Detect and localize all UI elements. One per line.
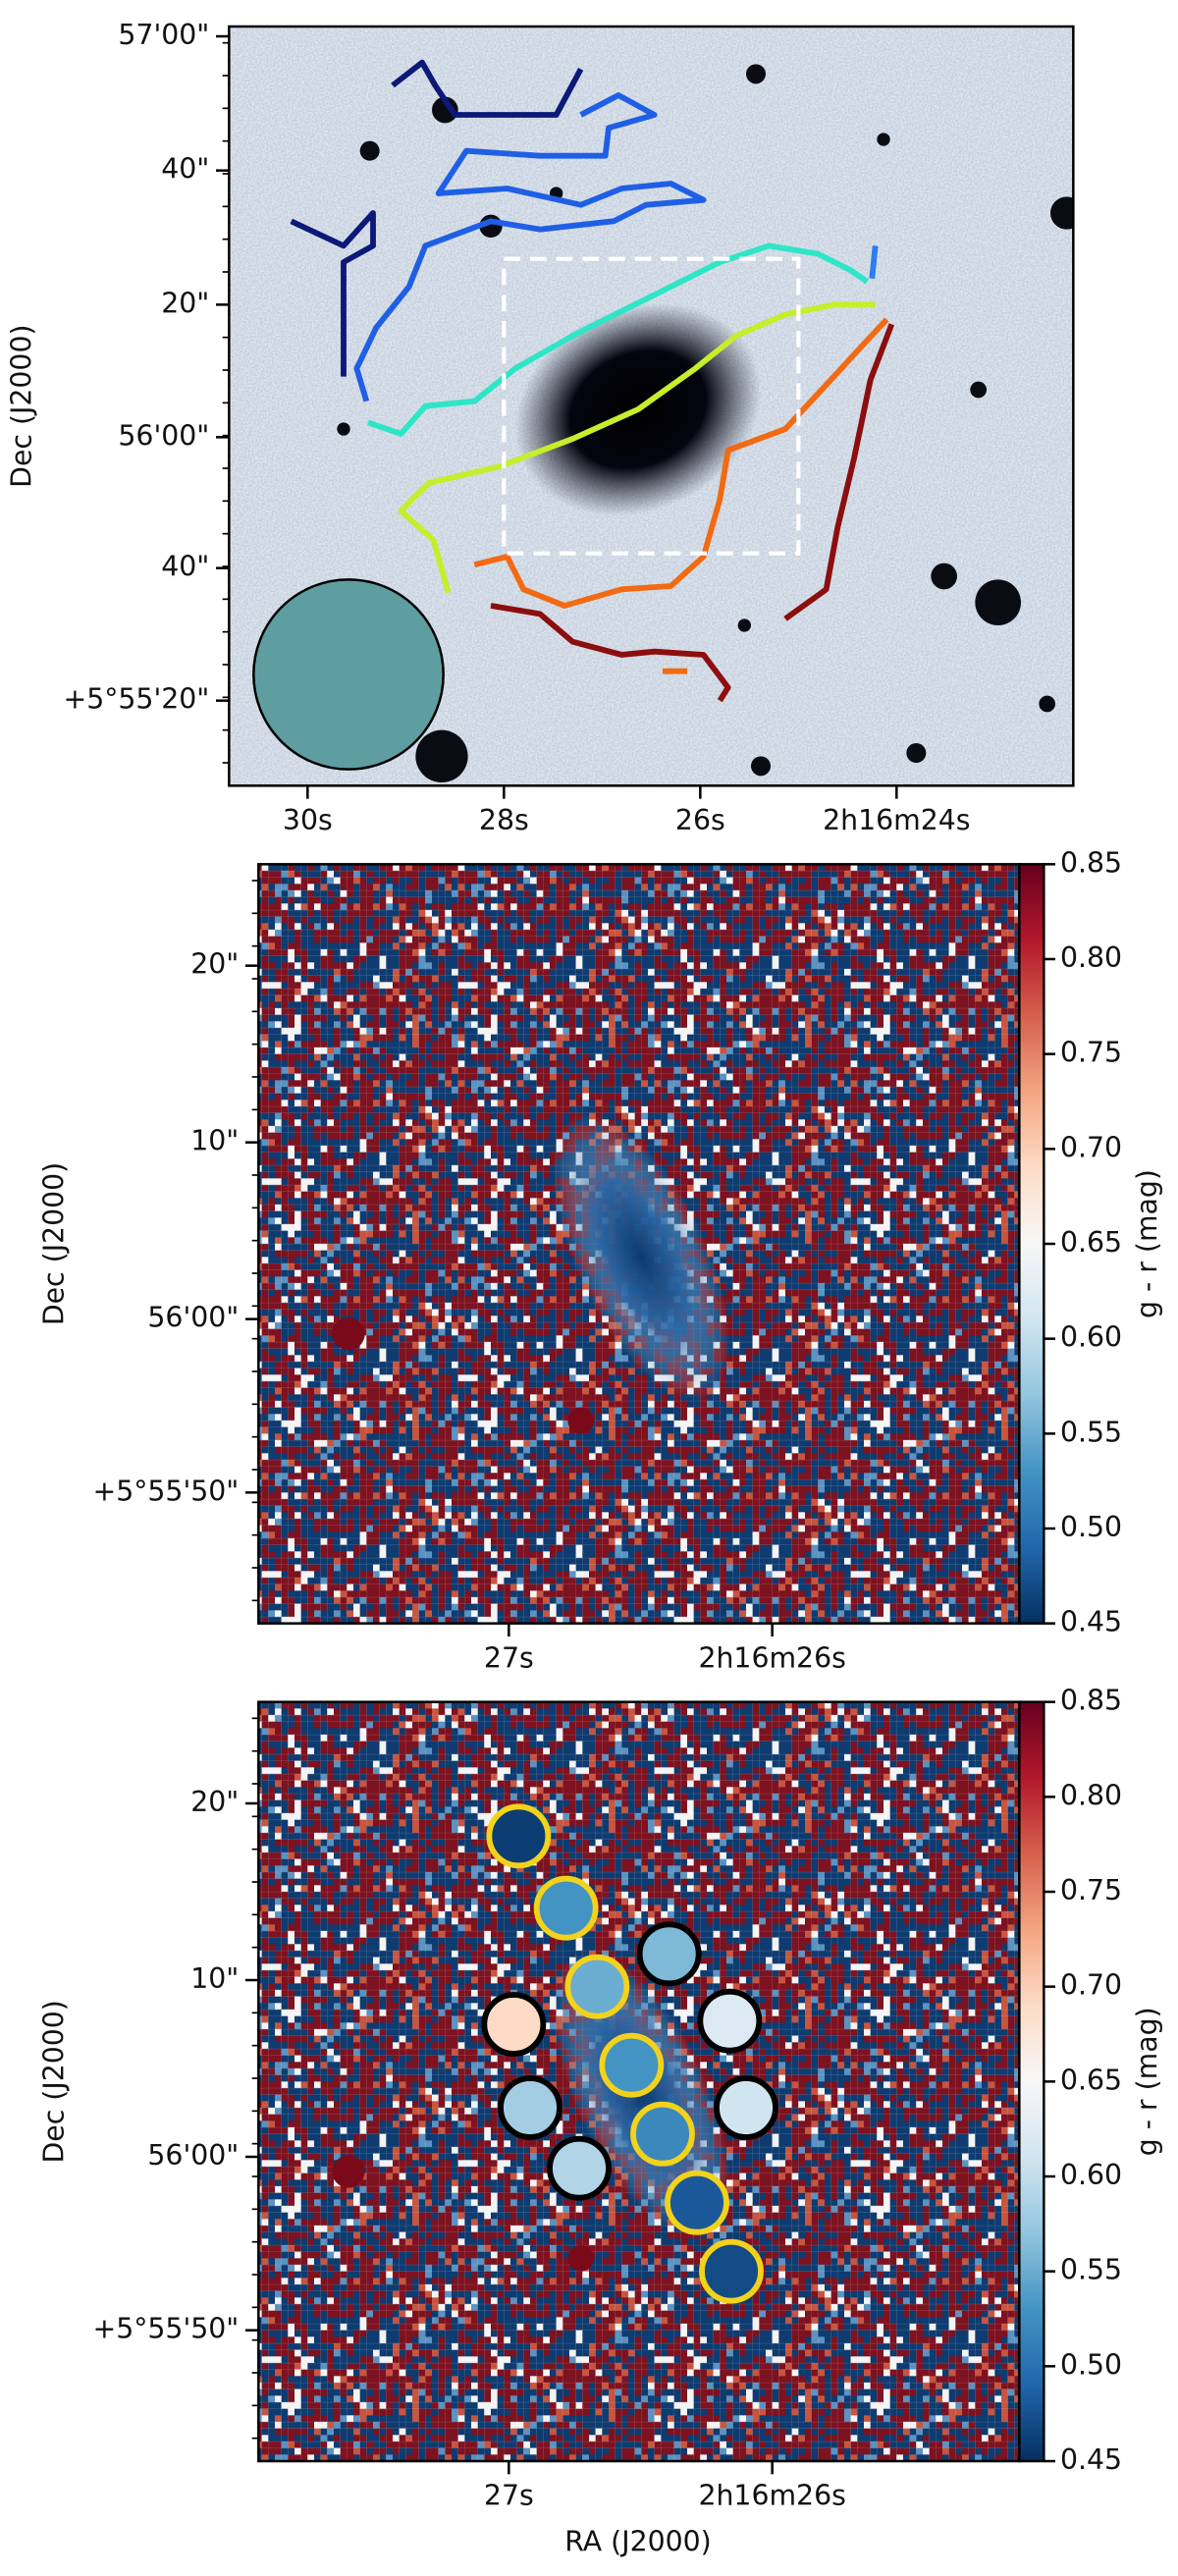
y-axis-label: Dec (J2000) bbox=[38, 1162, 71, 1325]
y-axis-label: Dec (J2000) bbox=[5, 324, 37, 487]
region bbox=[547, 2135, 612, 2201]
region bbox=[533, 1875, 599, 1941]
color-map bbox=[258, 864, 1020, 1624]
colorbar-tick-label: 0.55 bbox=[1060, 1416, 1122, 1448]
y-axis-label: Dec (J2000) bbox=[38, 2000, 71, 2163]
colorbar-tick-label: 0.50 bbox=[1060, 1511, 1122, 1543]
colorbar-tick-label: 0.50 bbox=[1060, 2348, 1122, 2381]
y-tick-label: +5°55'50" bbox=[92, 2313, 239, 2345]
y-tick-label: 40" bbox=[161, 551, 209, 583]
y-tick-label: 56'00" bbox=[147, 1302, 239, 1334]
y-tick-label: 56'00" bbox=[118, 419, 209, 452]
y-tick-label: +5°55'20" bbox=[63, 683, 209, 716]
x-tick-label: 28s bbox=[479, 804, 529, 836]
color-map-regions bbox=[258, 1701, 1020, 2461]
region bbox=[714, 2075, 778, 2140]
colorbar-tick-label: 0.70 bbox=[1060, 1131, 1122, 1163]
colorbar-tick-label: 0.80 bbox=[1060, 941, 1122, 974]
y-tick-label: 56'00" bbox=[147, 2139, 239, 2172]
colorbar-tick-label: 0.85 bbox=[1060, 1685, 1122, 1717]
colorbar-tick-label: 0.85 bbox=[1060, 846, 1122, 879]
region bbox=[498, 2075, 562, 2140]
y-tick-label: 20" bbox=[190, 948, 239, 981]
colorbar-tick-label: 0.65 bbox=[1060, 2064, 1122, 2096]
x-tick-label: 27s bbox=[484, 1641, 534, 1674]
colorbar-label: g - r (mag) bbox=[1131, 2007, 1163, 2156]
region bbox=[636, 1921, 702, 1987]
y-tick-label: 10" bbox=[190, 1962, 239, 1995]
y-tick-label: 57'00" bbox=[118, 19, 209, 51]
colorbar-tick-label: 0.80 bbox=[1060, 1779, 1122, 1811]
region bbox=[481, 1992, 547, 2057]
y-tick-label: 20" bbox=[161, 287, 209, 319]
colorbar-tick-label: 0.45 bbox=[1060, 1606, 1122, 1638]
x-tick-label: 30s bbox=[283, 804, 333, 836]
y-tick-label: 40" bbox=[161, 153, 209, 186]
colorbar-tick-label: 0.75 bbox=[1060, 1037, 1122, 1069]
region bbox=[630, 2101, 695, 2167]
colorbar-label: g - r (mag) bbox=[1131, 1169, 1163, 1318]
colorbar-tick-label: 0.70 bbox=[1060, 1969, 1122, 2002]
colorbar-tick-label: 0.60 bbox=[1060, 1321, 1122, 1354]
optical-image bbox=[229, 27, 1074, 786]
region bbox=[486, 1803, 552, 1869]
x-tick-label: 2h16m24s bbox=[823, 804, 970, 836]
y-tick-label: 10" bbox=[190, 1125, 239, 1157]
region bbox=[699, 2238, 764, 2304]
y-tick-label: +5°55'50" bbox=[92, 1475, 239, 1507]
colorbar-tick-label: 0.45 bbox=[1060, 2443, 1122, 2476]
x-tick-label: 27s bbox=[484, 2480, 534, 2512]
x-tick-label: 2h16m26s bbox=[698, 2480, 845, 2512]
region bbox=[697, 1988, 763, 2054]
y-tick-label: 20" bbox=[190, 1786, 239, 1818]
region bbox=[665, 2170, 729, 2235]
x-tick-label: 26s bbox=[675, 804, 725, 836]
colorbar-tick-label: 0.55 bbox=[1060, 2254, 1122, 2286]
x-tick-label: 2h16m26s bbox=[698, 1641, 845, 1674]
region bbox=[599, 2032, 665, 2098]
colorbar-tick-label: 0.60 bbox=[1060, 2159, 1122, 2191]
region bbox=[564, 1954, 630, 2019]
colorbar-tick-label: 0.65 bbox=[1060, 1226, 1122, 1259]
x-axis-label: RA (J2000) bbox=[564, 2525, 711, 2557]
colorbar-tick-label: 0.75 bbox=[1060, 1874, 1122, 1906]
